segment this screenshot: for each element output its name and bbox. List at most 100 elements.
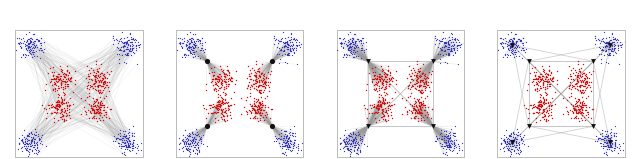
- Point: [370, 88, 380, 91]
- Point: [189, 152, 200, 155]
- Point: [577, 73, 588, 75]
- Point: [26, 40, 36, 42]
- Point: [519, 104, 529, 107]
- Point: [88, 82, 99, 85]
- Point: [378, 84, 388, 86]
- Point: [185, 46, 195, 49]
- Point: [15, 45, 25, 48]
- Point: [100, 111, 111, 114]
- Point: [221, 72, 232, 75]
- Point: [533, 105, 543, 107]
- Point: [58, 113, 68, 116]
- Point: [604, 51, 614, 54]
- Point: [93, 104, 104, 107]
- Point: [209, 88, 219, 91]
- Point: [349, 40, 360, 43]
- Point: [339, 150, 349, 152]
- Point: [605, 144, 616, 146]
- Point: [255, 108, 266, 111]
- Point: [257, 112, 267, 114]
- Point: [579, 63, 589, 65]
- Point: [24, 48, 34, 51]
- Point: [51, 78, 61, 81]
- Point: [260, 83, 270, 86]
- Point: [511, 152, 522, 155]
- Point: [600, 153, 611, 156]
- Point: [201, 82, 211, 85]
- Point: [381, 120, 391, 122]
- Point: [387, 80, 397, 82]
- Point: [346, 48, 356, 50]
- Point: [47, 83, 58, 86]
- Point: [94, 112, 104, 114]
- Point: [568, 107, 579, 109]
- Point: [279, 49, 289, 52]
- Point: [602, 129, 612, 132]
- Point: [419, 83, 429, 85]
- Point: [250, 75, 260, 77]
- Point: [224, 74, 234, 77]
- Point: [120, 136, 130, 139]
- Point: [443, 41, 453, 44]
- Point: [403, 87, 413, 89]
- Point: [601, 41, 611, 43]
- Point: [56, 97, 67, 100]
- Point: [246, 77, 257, 80]
- Point: [95, 95, 105, 98]
- Point: [515, 139, 525, 142]
- Point: [573, 112, 583, 114]
- Point: [405, 103, 415, 105]
- Point: [540, 77, 550, 80]
- Point: [20, 140, 30, 142]
- Point: [495, 41, 506, 44]
- Point: [596, 48, 607, 51]
- Point: [280, 140, 291, 143]
- Point: [566, 103, 576, 105]
- Point: [184, 38, 194, 40]
- Point: [434, 39, 444, 41]
- Point: [416, 79, 426, 81]
- Point: [419, 85, 429, 88]
- Point: [62, 105, 72, 107]
- Point: [20, 142, 31, 144]
- Point: [412, 71, 422, 74]
- Point: [350, 51, 360, 54]
- Point: [543, 69, 554, 72]
- Point: [51, 107, 61, 110]
- Point: [419, 103, 429, 106]
- Point: [404, 109, 415, 111]
- Point: [415, 108, 425, 110]
- Point: [242, 87, 252, 89]
- Point: [48, 88, 58, 91]
- Point: [211, 78, 221, 80]
- Point: [603, 145, 613, 148]
- Point: [573, 112, 584, 114]
- Point: [84, 75, 94, 78]
- Point: [278, 50, 289, 53]
- Point: [350, 43, 360, 46]
- Point: [609, 147, 620, 149]
- Point: [60, 120, 70, 122]
- Point: [372, 78, 382, 80]
- Point: [341, 52, 351, 55]
- Point: [600, 136, 611, 139]
- Point: [357, 36, 367, 39]
- Point: [23, 38, 33, 40]
- Point: [411, 109, 421, 111]
- Point: [608, 54, 618, 56]
- Point: [88, 108, 98, 111]
- Point: [503, 33, 513, 36]
- Point: [188, 48, 198, 51]
- Point: [531, 77, 541, 79]
- Point: [87, 107, 97, 109]
- Point: [378, 79, 388, 82]
- Point: [253, 101, 264, 104]
- Point: [531, 121, 541, 124]
- Point: [11, 49, 21, 52]
- Point: [283, 44, 293, 47]
- Point: [603, 146, 613, 148]
- Point: [580, 78, 590, 81]
- Point: [56, 100, 66, 103]
- Point: [29, 137, 40, 140]
- Point: [189, 145, 199, 148]
